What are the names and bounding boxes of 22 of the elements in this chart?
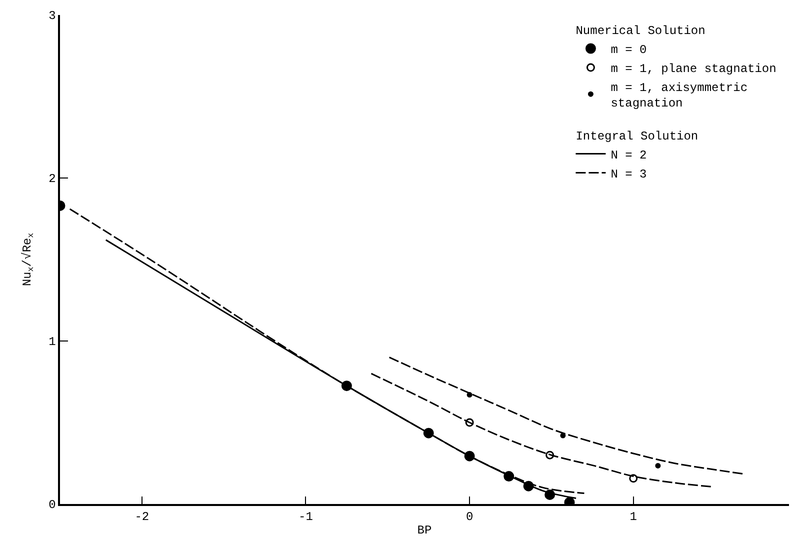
point xyxy=(465,418,474,427)
x-tick-label: -1 xyxy=(298,510,313,524)
y-tick-label: 0 xyxy=(48,498,56,512)
legend-label: N = 2 xyxy=(610,148,647,162)
point xyxy=(655,462,661,468)
legend-label: m = 1, plane stagnation xyxy=(610,62,776,76)
point xyxy=(466,392,472,398)
y-tick-label: 1 xyxy=(48,335,56,350)
annotation: Integral Solution xyxy=(576,129,698,144)
x-tick-label: 1 xyxy=(630,510,637,524)
x-tick-label: -2 xyxy=(134,510,150,524)
point xyxy=(629,474,638,483)
line-series xyxy=(388,356,744,475)
legend-label: m = 1, axisymmetric stagnation xyxy=(610,80,748,111)
x-tick-label: 0 xyxy=(466,510,474,524)
legend-label: m = 0 xyxy=(610,43,647,58)
point xyxy=(546,450,554,460)
annotation: Numerical Solution xyxy=(576,24,706,38)
x-axis-title: BP xyxy=(417,524,432,538)
y-tick-label: 2 xyxy=(48,172,56,186)
y-tick-label: 3 xyxy=(48,9,56,24)
legend-label: N = 3 xyxy=(610,167,647,182)
